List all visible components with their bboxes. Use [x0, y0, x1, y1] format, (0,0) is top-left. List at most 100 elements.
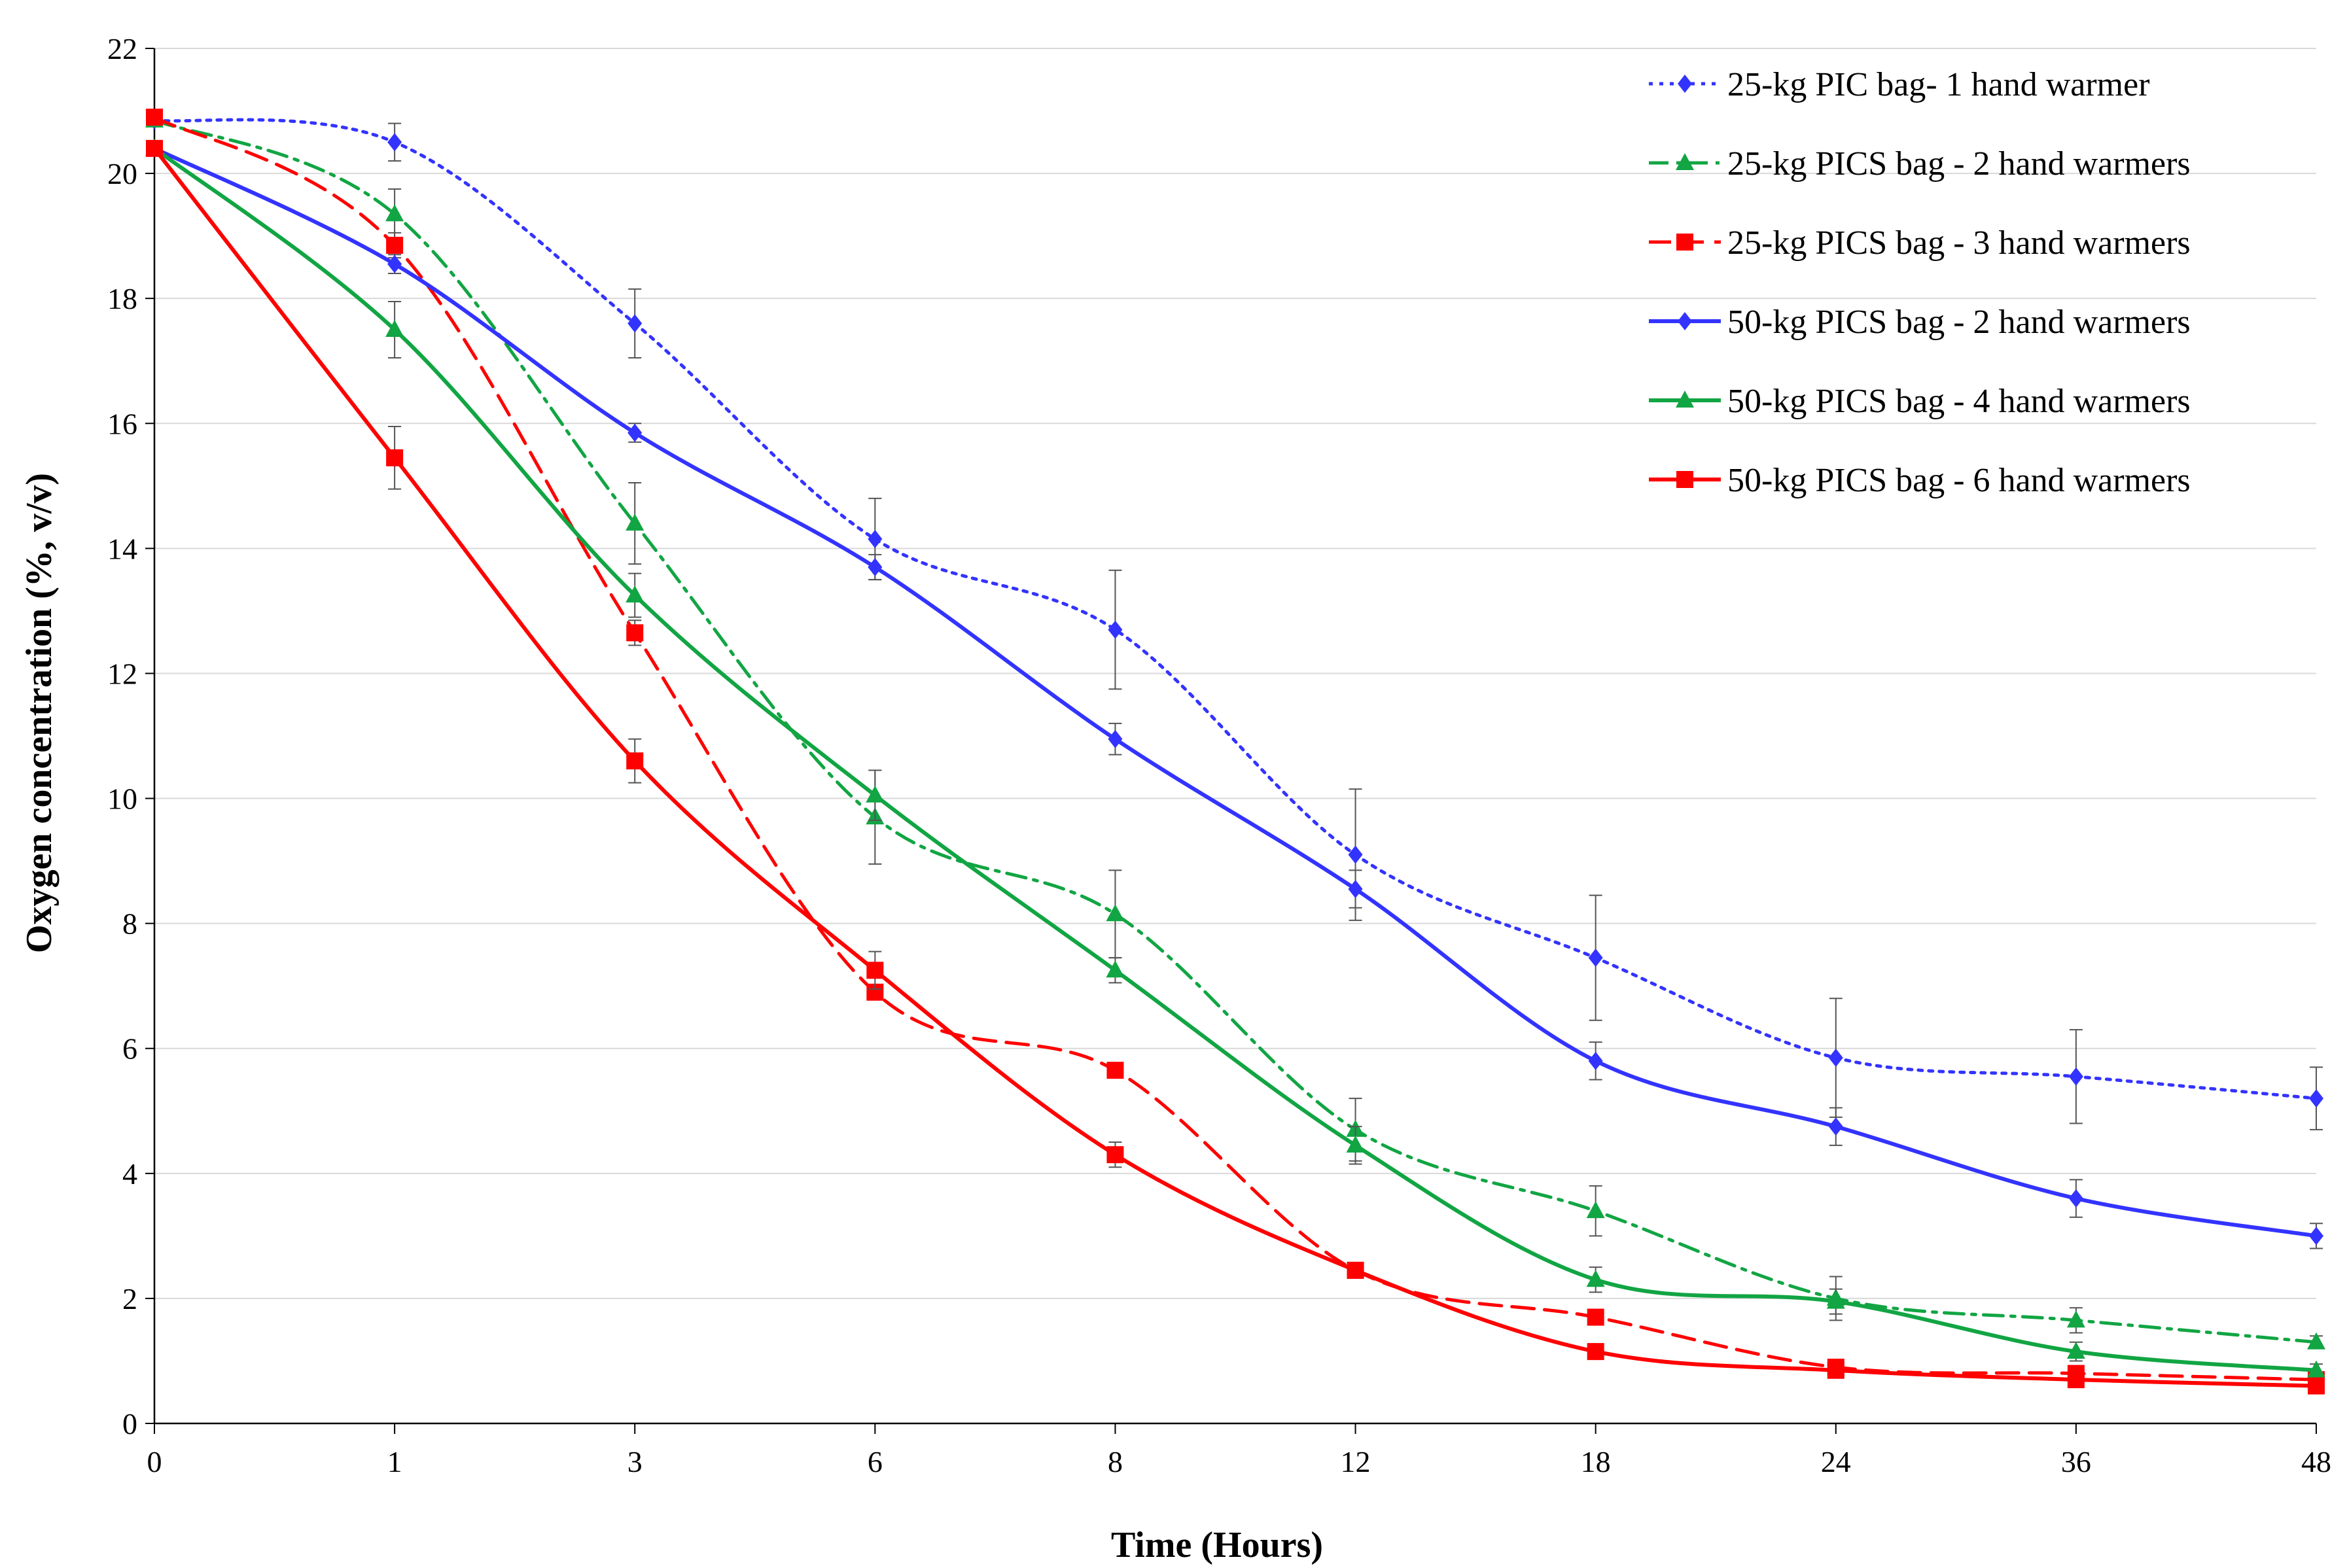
x-axis-title: Time (Hours) — [1111, 1525, 1323, 1565]
data-point-marker — [866, 962, 884, 979]
data-point-marker — [386, 449, 404, 466]
data-point-marker — [868, 558, 883, 577]
legend-label: 50-kg PICS bag - 6 hand warmers — [1727, 462, 2191, 499]
data-point-marker — [2309, 1227, 2323, 1246]
data-point-marker — [385, 319, 404, 337]
y-tick-label: 14 — [107, 532, 137, 565]
legend-entry: 25-kg PIC bag- 1 hand warmer — [1649, 66, 2150, 103]
legend-label: 50-kg PICS bag - 2 hand warmers — [1727, 304, 2191, 341]
x-tick-label: 24 — [1821, 1445, 1851, 1478]
y-tick-label: 8 — [122, 907, 137, 941]
x-tick-label: 12 — [1341, 1445, 1371, 1478]
data-point-marker — [2066, 1342, 2085, 1359]
y-tick-label: 16 — [107, 407, 137, 440]
data-point-marker — [1108, 729, 1123, 748]
data-point-marker — [1588, 1051, 1603, 1070]
data-point-marker — [1106, 1146, 1124, 1164]
series-6 — [146, 139, 2325, 1395]
y-tick-label: 10 — [107, 782, 137, 816]
data-point-marker — [626, 585, 644, 603]
data-point-marker — [1828, 1049, 1843, 1068]
legend-entry: 50-kg PICS bag - 4 hand warmers — [1649, 383, 2191, 420]
data-point-marker — [1108, 620, 1123, 639]
data-point-marker — [626, 752, 644, 770]
data-point-marker — [1347, 1261, 1364, 1279]
series-line — [152, 118, 2318, 1100]
x-tick-label: 0 — [147, 1445, 162, 1478]
data-point-marker — [2308, 1377, 2325, 1395]
data-point-marker — [385, 204, 404, 222]
data-point-marker — [2307, 1360, 2325, 1378]
series-line — [152, 146, 2318, 1388]
x-tick-label: 36 — [2061, 1445, 2091, 1478]
legend-entry: 50-kg PICS bag - 2 hand warmers — [1649, 304, 2191, 341]
x-tick-label: 48 — [2301, 1445, 2331, 1478]
data-point-marker — [1827, 1361, 1844, 1379]
data-point-marker — [626, 624, 644, 642]
legend-marker — [1676, 391, 1694, 408]
data-point-marker — [387, 254, 402, 273]
data-point-marker — [1588, 949, 1603, 967]
legend-label: 25-kg PICS bag - 3 hand warmers — [1727, 224, 2191, 262]
data-point-marker — [2066, 1310, 2085, 1328]
data-point-marker — [627, 423, 643, 442]
y-tick-label: 4 — [122, 1157, 137, 1191]
series-line — [152, 146, 2318, 1238]
data-point-marker — [1348, 845, 1363, 864]
legend-marker — [1676, 471, 1693, 488]
legend-entry: 25-kg PICS bag - 2 hand warmers — [1649, 145, 2191, 183]
data-point-marker — [386, 236, 404, 254]
legend-label: 25-kg PICS bag - 2 hand warmers — [1727, 145, 2191, 183]
data-point-marker — [1828, 1117, 1843, 1136]
x-tick-label: 6 — [868, 1445, 883, 1478]
data-point-marker — [2307, 1332, 2325, 1350]
data-point-marker — [2068, 1189, 2083, 1208]
data-point-marker — [146, 109, 163, 126]
data-point-marker — [2067, 1371, 2085, 1389]
y-tick-label: 6 — [122, 1032, 137, 1066]
x-tick-label: 3 — [627, 1445, 643, 1478]
x-tick-label: 1 — [387, 1445, 402, 1478]
legend-marker — [1678, 75, 1692, 93]
data-point-marker — [1348, 880, 1363, 899]
data-point-marker — [866, 785, 885, 803]
data-point-marker — [1346, 1135, 1365, 1153]
data-point-marker — [1106, 1062, 1124, 1079]
data-point-marker — [1106, 904, 1125, 922]
y-tick-label: 2 — [122, 1282, 137, 1315]
legend-label: 50-kg PICS bag - 4 hand warmers — [1727, 383, 2191, 420]
data-point-marker — [868, 530, 883, 549]
data-point-marker — [627, 314, 643, 333]
legend-marker — [1676, 153, 1694, 170]
y-tick-label: 22 — [107, 32, 137, 65]
data-point-marker — [1587, 1343, 1604, 1361]
legend-label: 25-kg PIC bag- 1 hand warmer — [1727, 66, 2150, 103]
data-point-marker — [146, 139, 163, 157]
y-tick-label: 20 — [107, 157, 137, 190]
data-point-marker — [1586, 1270, 1605, 1287]
series-line — [152, 118, 2318, 1344]
y-axis-title: Oxygen concentration (%, v/v) — [19, 473, 60, 953]
data-point-marker — [1106, 960, 1125, 978]
y-tick-label: 12 — [107, 657, 137, 690]
y-tick-label: 18 — [107, 282, 137, 315]
legend: 25-kg PIC bag- 1 hand warmer 25-kg PICS b… — [1649, 66, 2191, 499]
data-point-marker — [1586, 1201, 1605, 1219]
y-tick-label: 0 — [122, 1407, 137, 1440]
legend-marker — [1676, 234, 1693, 251]
data-point-marker — [1587, 1308, 1604, 1326]
x-tick-label: 18 — [1581, 1445, 1611, 1478]
data-point-marker — [2068, 1067, 2083, 1086]
legend-entry: 25-kg PICS bag - 3 hand warmers — [1649, 224, 2191, 262]
series-lines — [145, 109, 2325, 1395]
data-point-marker — [626, 514, 644, 531]
data-point-marker — [387, 133, 402, 152]
series-line — [152, 146, 2318, 1372]
data-point-marker — [1826, 1291, 1845, 1309]
data-point-marker — [2309, 1089, 2323, 1108]
series-4 — [147, 139, 2323, 1249]
legend-entry: 50-kg PICS bag - 6 hand warmers — [1649, 462, 2191, 499]
